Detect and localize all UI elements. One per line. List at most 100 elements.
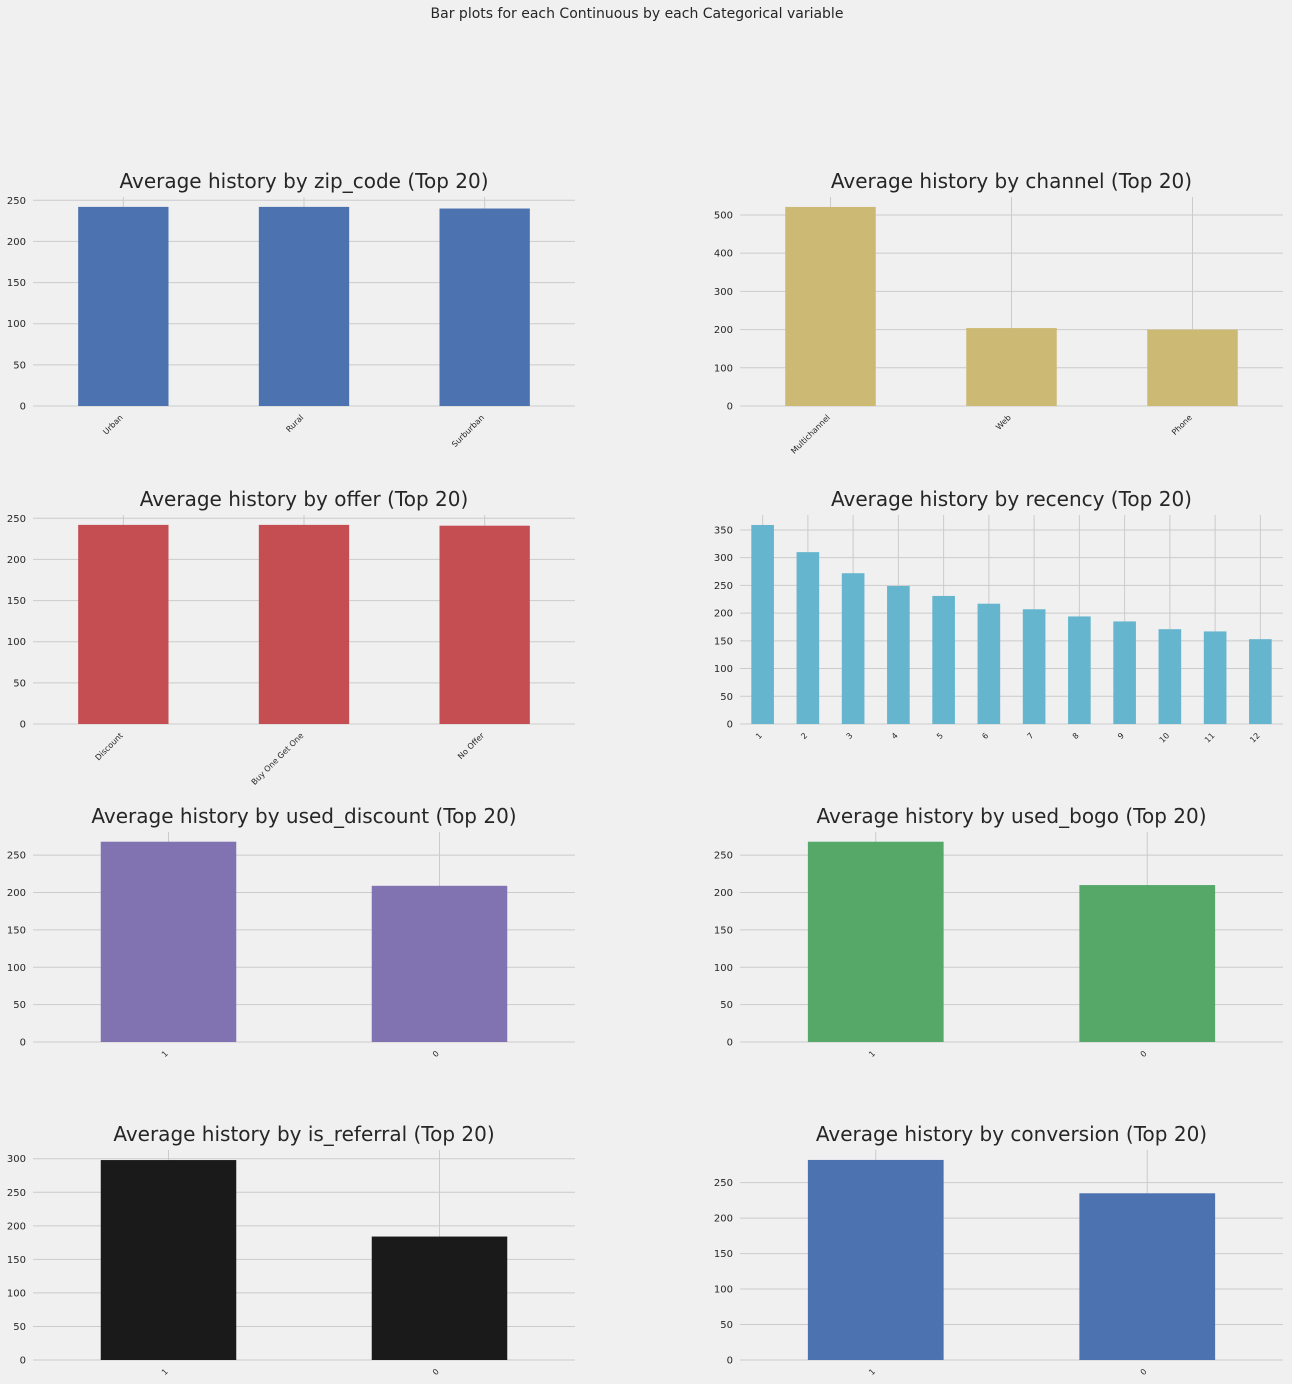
bar	[258, 206, 350, 406]
y-tick-label: 250	[714, 851, 733, 862]
y-tick-label: 250	[714, 581, 733, 592]
y-tick-label: 0	[20, 402, 26, 413]
x-tick-label: 8	[1071, 731, 1081, 741]
y-tick-label: 250	[7, 196, 26, 207]
x-tick-label: Rural	[284, 413, 305, 434]
y-tick-label: 100	[714, 363, 733, 374]
y-tick-label: 150	[7, 596, 26, 607]
y-tick-label: 100	[7, 963, 26, 974]
y-tick-label: 0	[20, 1038, 26, 1049]
y-tick-label: 200	[714, 325, 733, 336]
y-tick-label: 400	[714, 249, 733, 260]
y-tick-label: 300	[714, 553, 733, 564]
bar	[1079, 885, 1216, 1042]
y-tick-label: 250	[7, 851, 26, 862]
bar	[371, 1236, 508, 1360]
y-tick-label: 300	[714, 287, 733, 298]
y-tick-label: 150	[7, 1255, 26, 1266]
x-tick-label: 3	[845, 731, 855, 741]
bar	[439, 525, 530, 724]
y-tick-label: 200	[7, 1221, 26, 1232]
x-tick-label: Web	[994, 413, 1013, 432]
bar	[807, 841, 944, 1042]
bar	[841, 573, 865, 724]
x-tick-label: Buy One Get One	[250, 731, 306, 787]
x-tick-label: 2	[799, 731, 809, 741]
x-tick-label: 1	[867, 1367, 877, 1377]
y-tick-label: 150	[7, 278, 26, 289]
bar	[1113, 621, 1136, 724]
y-tick-label: 200	[714, 609, 733, 620]
x-tick-label: 6	[980, 731, 990, 741]
y-tick-label: 200	[714, 888, 733, 899]
bar	[258, 524, 350, 724]
x-tick-label: 1	[867, 1049, 877, 1059]
bar	[371, 885, 508, 1042]
y-tick-label: 50	[13, 1322, 26, 1333]
y-tick-label: 250	[7, 1188, 26, 1199]
y-tick-label: 150	[714, 925, 733, 936]
x-tick-label: 0	[1139, 1049, 1149, 1059]
y-tick-label: 200	[7, 888, 26, 899]
x-tick-label: 0	[431, 1049, 441, 1059]
y-tick-label: 100	[714, 963, 733, 974]
x-tick-label: 12	[1248, 731, 1262, 745]
y-tick-label: 50	[13, 678, 26, 689]
subplot-title: Average history by recency (Top 20)	[831, 487, 1192, 511]
y-tick-label: 50	[13, 1000, 26, 1011]
y-tick-label: 200	[714, 1214, 733, 1225]
x-tick-label: 5	[935, 731, 945, 741]
y-tick-label: 0	[727, 1038, 733, 1049]
bar	[1203, 631, 1227, 724]
y-tick-label: 100	[7, 1288, 26, 1299]
bar	[977, 603, 1001, 724]
y-tick-label: 0	[727, 1356, 733, 1367]
figure-suptitle: Bar plots for each Continuous by each Ca…	[431, 6, 844, 22]
x-tick-label: 11	[1203, 731, 1217, 745]
bar	[100, 1160, 237, 1360]
y-tick-label: 350	[714, 525, 733, 536]
bar	[1068, 616, 1091, 724]
bar	[1249, 639, 1272, 724]
bar	[751, 524, 774, 724]
bar	[932, 595, 955, 724]
subplot-title: Average history by used_discount (Top 20…	[91, 804, 516, 828]
bar	[100, 841, 237, 1042]
subplot-title: Average history by zip_code (Top 20)	[119, 169, 488, 193]
subplot-title: Average history by channel (Top 20)	[831, 169, 1192, 193]
y-tick-label: 150	[714, 636, 733, 647]
y-tick-label: 100	[714, 664, 733, 675]
x-tick-label: 1	[160, 1367, 170, 1377]
x-tick-label: Surburban	[450, 413, 486, 449]
x-tick-label: 1	[754, 731, 764, 741]
bar	[1147, 329, 1238, 406]
bar	[966, 328, 1057, 406]
y-tick-label: 100	[7, 319, 26, 330]
y-tick-label: 250	[7, 514, 26, 525]
y-tick-label: 200	[7, 237, 26, 248]
x-tick-label: 1	[160, 1049, 170, 1059]
y-tick-label: 50	[720, 1000, 733, 1011]
bar	[78, 206, 169, 406]
y-tick-label: 500	[714, 210, 733, 221]
x-tick-label: 4	[890, 731, 900, 741]
y-tick-label: 250	[714, 1178, 733, 1189]
y-tick-label: 0	[727, 720, 733, 731]
y-tick-label: 0	[20, 720, 26, 731]
bar	[796, 552, 820, 724]
bar	[1079, 1193, 1216, 1360]
subplot-title: Average history by used_bogo (Top 20)	[817, 804, 1207, 828]
bar	[1022, 609, 1046, 724]
x-tick-label: 9	[1116, 731, 1126, 741]
subplot-title: Average history by is_referral (Top 20)	[113, 1122, 494, 1146]
x-tick-label: 0	[1139, 1367, 1149, 1377]
subplot-0: 0 50 100 150 200 250 Urban Rural Surburban Averag…	[7, 169, 575, 449]
bar	[807, 1159, 944, 1360]
x-tick-label: Discount	[94, 731, 125, 762]
bar	[1158, 629, 1182, 724]
x-tick-label: 10	[1158, 731, 1172, 745]
x-tick-label: Urban	[101, 413, 124, 436]
y-tick-label: 100	[714, 1285, 733, 1296]
